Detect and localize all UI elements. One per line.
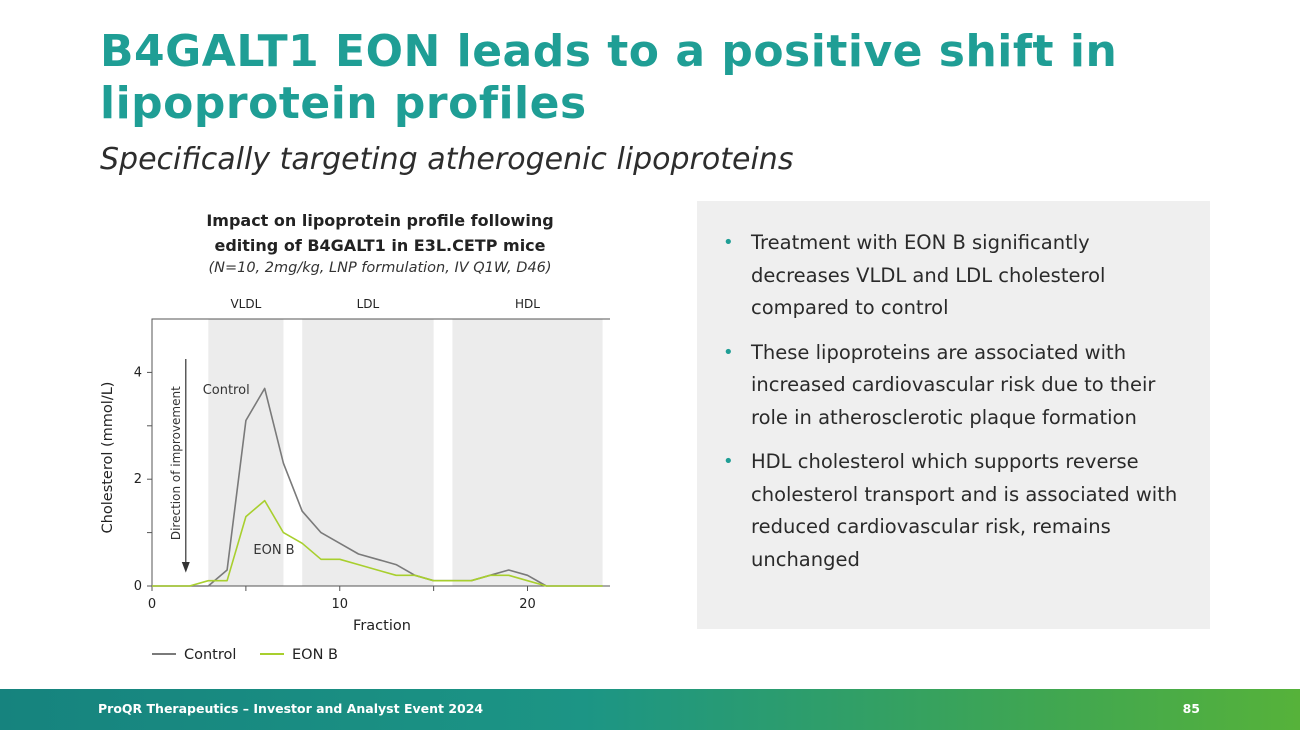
region-label-vldl: VLDL <box>230 297 261 311</box>
bullet-list: • Treatment with EON B significantly decr… <box>697 201 1210 576</box>
lipoprotein-chart: VLDL LDL HDL 0 10 20 0 2 4 Fraction Cholesterol (m… <box>100 297 610 663</box>
slide-subtitle: Specifically targeting atherogenic lipop… <box>100 142 794 177</box>
chart-heading-line1: Impact on lipoprotein profile following <box>206 211 554 230</box>
page-number: 85 <box>1182 701 1200 716</box>
footer-bar: ProQR Therapeutics – Investor and Analys… <box>0 689 1300 730</box>
series-line-control <box>152 387 603 587</box>
bullet-text: These lipoproteins are associated with i… <box>751 340 1156 429</box>
legend-label-eon-b: EON B <box>292 647 338 663</box>
bullet-item: • These lipoproteins are associated with … <box>723 337 1182 435</box>
bullet-item: • Treatment with EON B significantly decr… <box>723 227 1182 325</box>
y-tick-label: 2 <box>134 472 142 487</box>
direction-arrow-icon <box>181 561 190 573</box>
bullet-item: • HDL cholesterol which supports reverse … <box>723 446 1182 576</box>
y-tick-label: 4 <box>134 365 142 380</box>
direction-label: Direction of improvement <box>169 386 183 540</box>
chart-heading-line2: editing of B4GALT1 in E3L.CETP mice <box>214 236 546 255</box>
footer-text: ProQR Therapeutics – Investor and Analys… <box>98 701 484 716</box>
y-axis-label: Cholesterol (mmol/L) <box>100 382 116 534</box>
annotation-eon-b: EON B <box>253 543 294 558</box>
plot-frame <box>151 318 610 587</box>
bullet-text: HDL cholesterol which supports reverse c… <box>751 450 1178 571</box>
x-tick-label: 20 <box>519 597 536 612</box>
region-label-hdl: HDL <box>515 297 540 311</box>
bullet-icon: • <box>723 232 734 253</box>
bullet-icon: • <box>723 341 734 363</box>
key-findings-panel: • Treatment with EON B significantly decr… <box>697 201 1210 629</box>
y-tick-label: 0 <box>134 579 142 594</box>
bullet-icon: • <box>723 451 734 472</box>
region-label-ldl: LDL <box>357 297 380 311</box>
series-line-eon-b <box>152 499 603 587</box>
bullet-text: Treatment with EON B significantly decre… <box>751 231 1106 319</box>
region-band-hdl <box>452 319 603 586</box>
annotation-control: Control <box>203 383 250 398</box>
chart-heading: Impact on lipoprotein profile following … <box>160 208 600 258</box>
x-tick-label: 0 <box>148 597 156 612</box>
slide-title: B4GALT1 EON leads to a positive shift in… <box>100 26 1118 129</box>
legend-label-control: Control <box>184 647 236 663</box>
x-tick-label: 10 <box>331 597 348 612</box>
chart-note: (N=10, 2mg/kg, LNP formulation, IV Q1W, … <box>208 260 552 276</box>
region-band-ldl <box>302 319 434 586</box>
region-band-vldl <box>208 319 284 586</box>
x-axis-label: Fraction <box>353 618 411 634</box>
